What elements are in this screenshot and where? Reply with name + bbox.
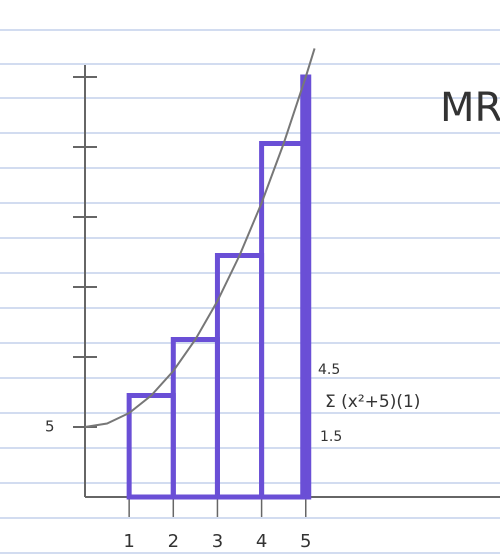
bar bbox=[129, 396, 173, 498]
sum-upper: 4.5 bbox=[318, 362, 340, 378]
x-tick-label: 3 bbox=[212, 531, 223, 552]
chart: MR 4.5 Σ (x²+5)(1) 1.5 5 1 2 3 4 5 bbox=[0, 0, 500, 560]
paper-lines bbox=[0, 30, 500, 553]
sum-expression: Σ (x²+5)(1) bbox=[325, 392, 420, 412]
bar bbox=[262, 144, 306, 498]
bar bbox=[217, 256, 261, 498]
bar bbox=[303, 77, 309, 497]
method-label: MR bbox=[440, 85, 500, 131]
x-tick-label: 2 bbox=[168, 531, 179, 552]
y-tick-label: 5 bbox=[45, 418, 55, 436]
x-tick-label: 4 bbox=[256, 531, 267, 552]
sum-lower: 1.5 bbox=[320, 429, 342, 445]
x-tick-label: 5 bbox=[300, 531, 311, 552]
x-tick-label: 1 bbox=[123, 531, 134, 552]
